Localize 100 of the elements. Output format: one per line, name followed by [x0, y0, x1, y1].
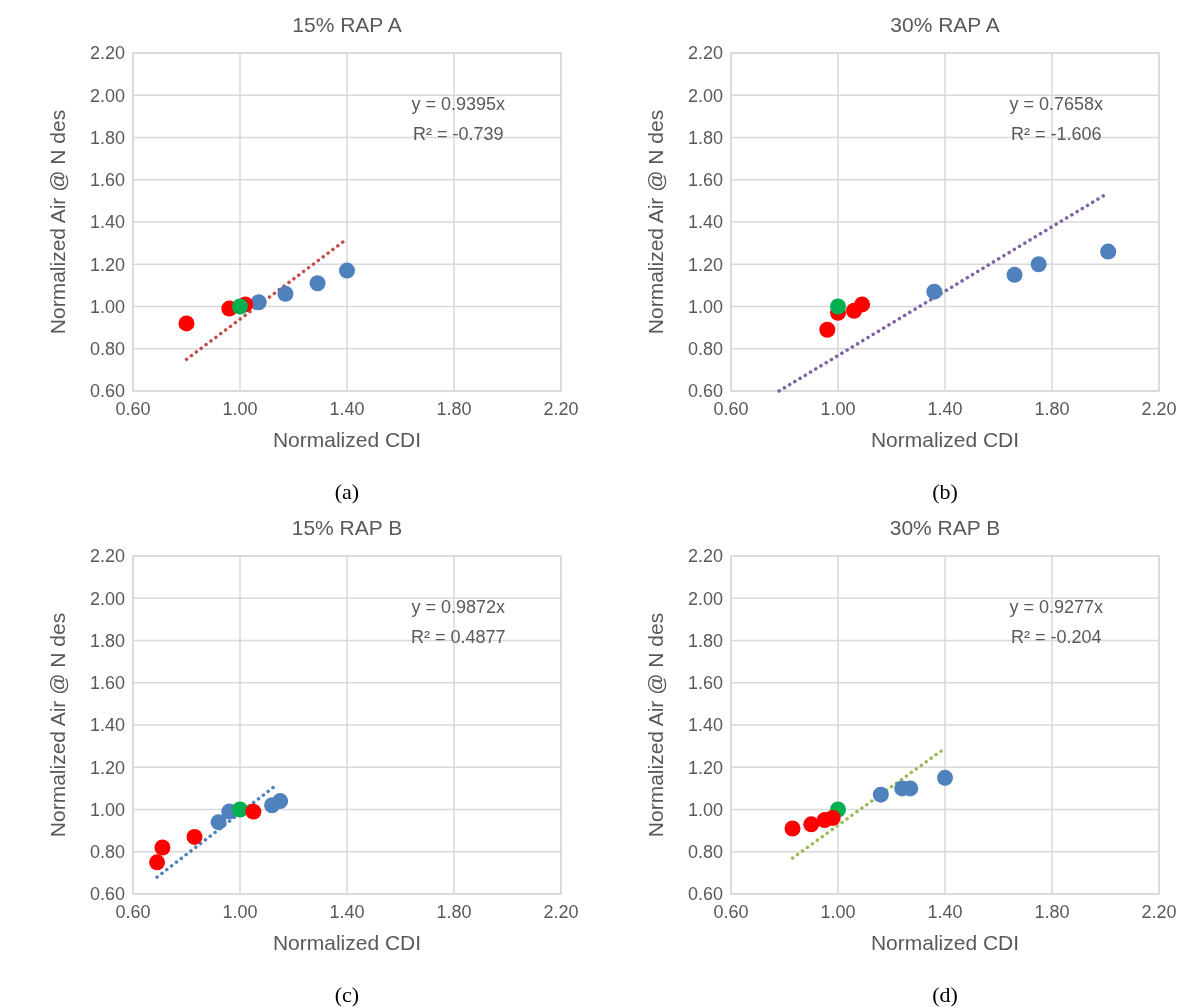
annotation: R² = -1.606 [1011, 124, 1102, 145]
y-axis-title: Normalized Air @ N des [644, 109, 667, 335]
point [830, 298, 846, 315]
point [154, 839, 171, 856]
y-tick-label: 0.80 [89, 339, 125, 360]
y-axis-title: Normalized Air @ N des [46, 612, 69, 838]
chart-title: 30% RAP A [890, 13, 1000, 36]
point [803, 816, 820, 833]
text: (d) [932, 982, 958, 1007]
x-tick-label: 1.80 [1034, 399, 1070, 419]
y-tick-label: 1.80 [89, 630, 125, 651]
annotation: y = 0.9277x [1009, 597, 1104, 618]
x-tick-label: 0.60 [713, 399, 749, 419]
y-tick-label: 1.00 [89, 799, 125, 820]
point [1100, 243, 1117, 260]
y-tick-label: 1.40 [687, 212, 723, 233]
point [250, 294, 267, 311]
point [854, 296, 871, 313]
point [272, 793, 289, 810]
x-axis-title: Normalized CDI [870, 931, 1020, 954]
x-tick-label: 1.00 [820, 902, 856, 922]
x-axis-title: Normalized CDI [870, 428, 1020, 451]
y-axis-title: Normalized Air @ N des [46, 109, 69, 335]
x-tick-label: 1.80 [436, 399, 472, 419]
x-tick-label: 1.40 [329, 399, 365, 419]
y-tick-label: 1.40 [89, 212, 125, 233]
x-tick-label: 1.00 [222, 399, 258, 419]
y-tick-label: 1.80 [687, 630, 723, 651]
y-tick-label: 2.20 [687, 546, 723, 567]
point [937, 769, 953, 786]
x-axis-title: Normalized CDI [272, 931, 422, 954]
annotation: R² = -0.204 [1011, 627, 1102, 648]
y-tick-label: 1.20 [89, 254, 125, 275]
y-tick-label: 2.00 [89, 588, 125, 609]
annotation: y = 0.9872x [411, 597, 506, 618]
x-tick-label: 2.20 [543, 902, 579, 922]
x-tick-label: 1.80 [436, 902, 472, 922]
y-tick-label: 1.80 [89, 127, 125, 148]
annotation: R² = 0.4877 [411, 627, 506, 648]
x-tick-label: 0.60 [713, 902, 749, 922]
x-tick-label: 1.00 [222, 902, 258, 922]
x-tick-label: 2.20 [543, 399, 579, 419]
y-tick-label: 1.20 [687, 254, 723, 275]
y-tick-label: 1.00 [89, 296, 125, 317]
y-tick-label: 1.80 [687, 127, 723, 148]
x-tick-label: 1.40 [927, 902, 963, 922]
y-tick-label: 0.80 [687, 339, 723, 360]
chart-title: 15% RAP B [291, 516, 403, 539]
point [1006, 266, 1023, 283]
point [819, 321, 836, 338]
x-tick-label: 1.40 [329, 902, 365, 922]
y-tick-label: 2.20 [89, 43, 125, 64]
x-tick-label: 0.60 [115, 902, 151, 922]
x-tick-label: 2.20 [1141, 399, 1177, 419]
chart-title: 30% RAP B [889, 516, 1001, 539]
text: (a) [334, 479, 360, 504]
text: (b) [932, 479, 958, 504]
y-tick-label: 1.40 [89, 715, 125, 736]
point [872, 786, 889, 803]
annotation: y = 0.9395x [411, 94, 506, 115]
x-tick-label: 0.60 [115, 399, 151, 419]
point [149, 854, 166, 871]
point [245, 803, 262, 820]
point [186, 828, 203, 845]
point [339, 262, 355, 279]
y-tick-label: 1.00 [687, 296, 723, 317]
y-tick-label: 1.60 [687, 673, 723, 694]
y-tick-label: 1.60 [687, 170, 723, 191]
x-axis-title: Normalized CDI [272, 428, 422, 451]
y-tick-label: 0.60 [687, 381, 723, 402]
annotation: R² = -0.739 [413, 124, 504, 145]
y-tick-label: 2.00 [687, 85, 723, 106]
point [926, 283, 943, 300]
point [824, 809, 841, 826]
y-axis-title: Normalized Air @ N des [644, 612, 667, 838]
point [210, 814, 227, 831]
y-tick-label: 0.60 [687, 884, 723, 905]
text: (c) [334, 982, 360, 1007]
y-tick-label: 1.40 [687, 715, 723, 736]
point [232, 801, 248, 818]
annotation: y = 0.7658x [1009, 94, 1104, 115]
point [309, 275, 326, 292]
x-tick-label: 1.00 [820, 399, 856, 419]
y-tick-label: 1.60 [89, 170, 125, 191]
y-tick-label: 0.80 [687, 842, 723, 863]
chart-title: 15% RAP A [292, 13, 402, 36]
point [232, 298, 248, 315]
y-tick-label: 0.60 [89, 381, 125, 402]
x-tick-label: 1.80 [1034, 902, 1070, 922]
point [277, 285, 294, 302]
y-tick-label: 0.60 [89, 884, 125, 905]
y-tick-label: 2.20 [687, 43, 723, 64]
y-tick-label: 2.00 [89, 85, 125, 106]
y-tick-label: 2.00 [687, 588, 723, 609]
y-tick-label: 0.80 [89, 842, 125, 863]
point [784, 820, 801, 837]
y-tick-label: 1.60 [89, 673, 125, 694]
y-tick-label: 1.00 [687, 799, 723, 820]
y-tick-label: 1.20 [89, 757, 125, 778]
point [1030, 256, 1047, 273]
